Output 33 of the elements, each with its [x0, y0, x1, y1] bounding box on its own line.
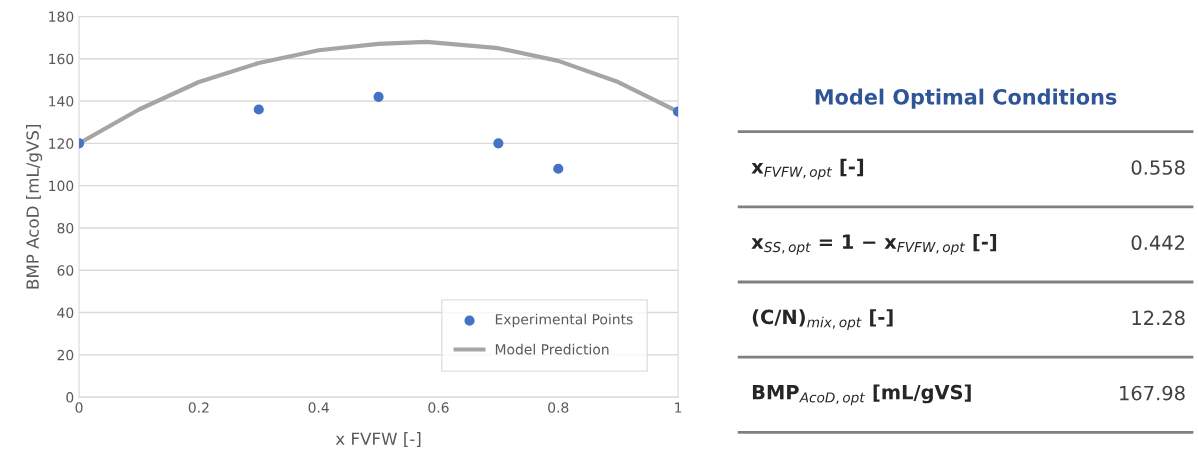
y-tick-label: 20: [57, 349, 74, 361]
x-tick-label: 0.4: [308, 402, 329, 413]
x-tick-label: 1: [675, 402, 682, 413]
legend-label: Model Prediction: [495, 343, 609, 355]
text: 167.98: [1120, 385, 1185, 401]
text: BMP$_{AcoD,opt}$ [mL/gVS]: [752, 384, 971, 406]
point: [553, 163, 564, 174]
text: x$_{SS,opt}$ = 1 − x$_{FVFW,opt}$ [-]: [751, 234, 997, 255]
text: (C/N)$_{mix,opt}$ [-]: [752, 309, 893, 330]
text: 0.558: [1131, 160, 1185, 175]
point: [373, 91, 384, 102]
y-tick-label: 160: [49, 53, 74, 65]
y-tick-label: 100: [49, 180, 74, 192]
x-tick-label: 0.6: [428, 402, 449, 413]
y-tick-label: 80: [57, 222, 74, 234]
x-tick-label: 0: [75, 402, 83, 413]
point: [493, 138, 504, 149]
y-axis-title: BMP AcoD [mL/gVS]: [26, 125, 43, 289]
text: Model Optimal Conditions: [815, 88, 1117, 109]
legend-label: Experimental Points: [495, 313, 633, 328]
y-tick-label: 120: [49, 138, 74, 149]
y-tick-label: 0: [66, 392, 74, 403]
text: 0.442: [1131, 235, 1185, 251]
y-tick-label: 180: [49, 11, 74, 22]
point: [253, 104, 264, 115]
text: x$_{FVFW,opt}$ [-]: [751, 158, 864, 180]
text: 12.28: [1132, 310, 1185, 326]
x-tick-label: 0.8: [548, 402, 569, 413]
y-tick-label: 40: [57, 307, 74, 319]
y-tick-label: 140: [49, 96, 74, 107]
x-axis-title: x FVFW [-]: [335, 432, 421, 447]
y-tick-label: 60: [57, 265, 74, 276]
x-tick-label: 0.2: [188, 402, 209, 413]
